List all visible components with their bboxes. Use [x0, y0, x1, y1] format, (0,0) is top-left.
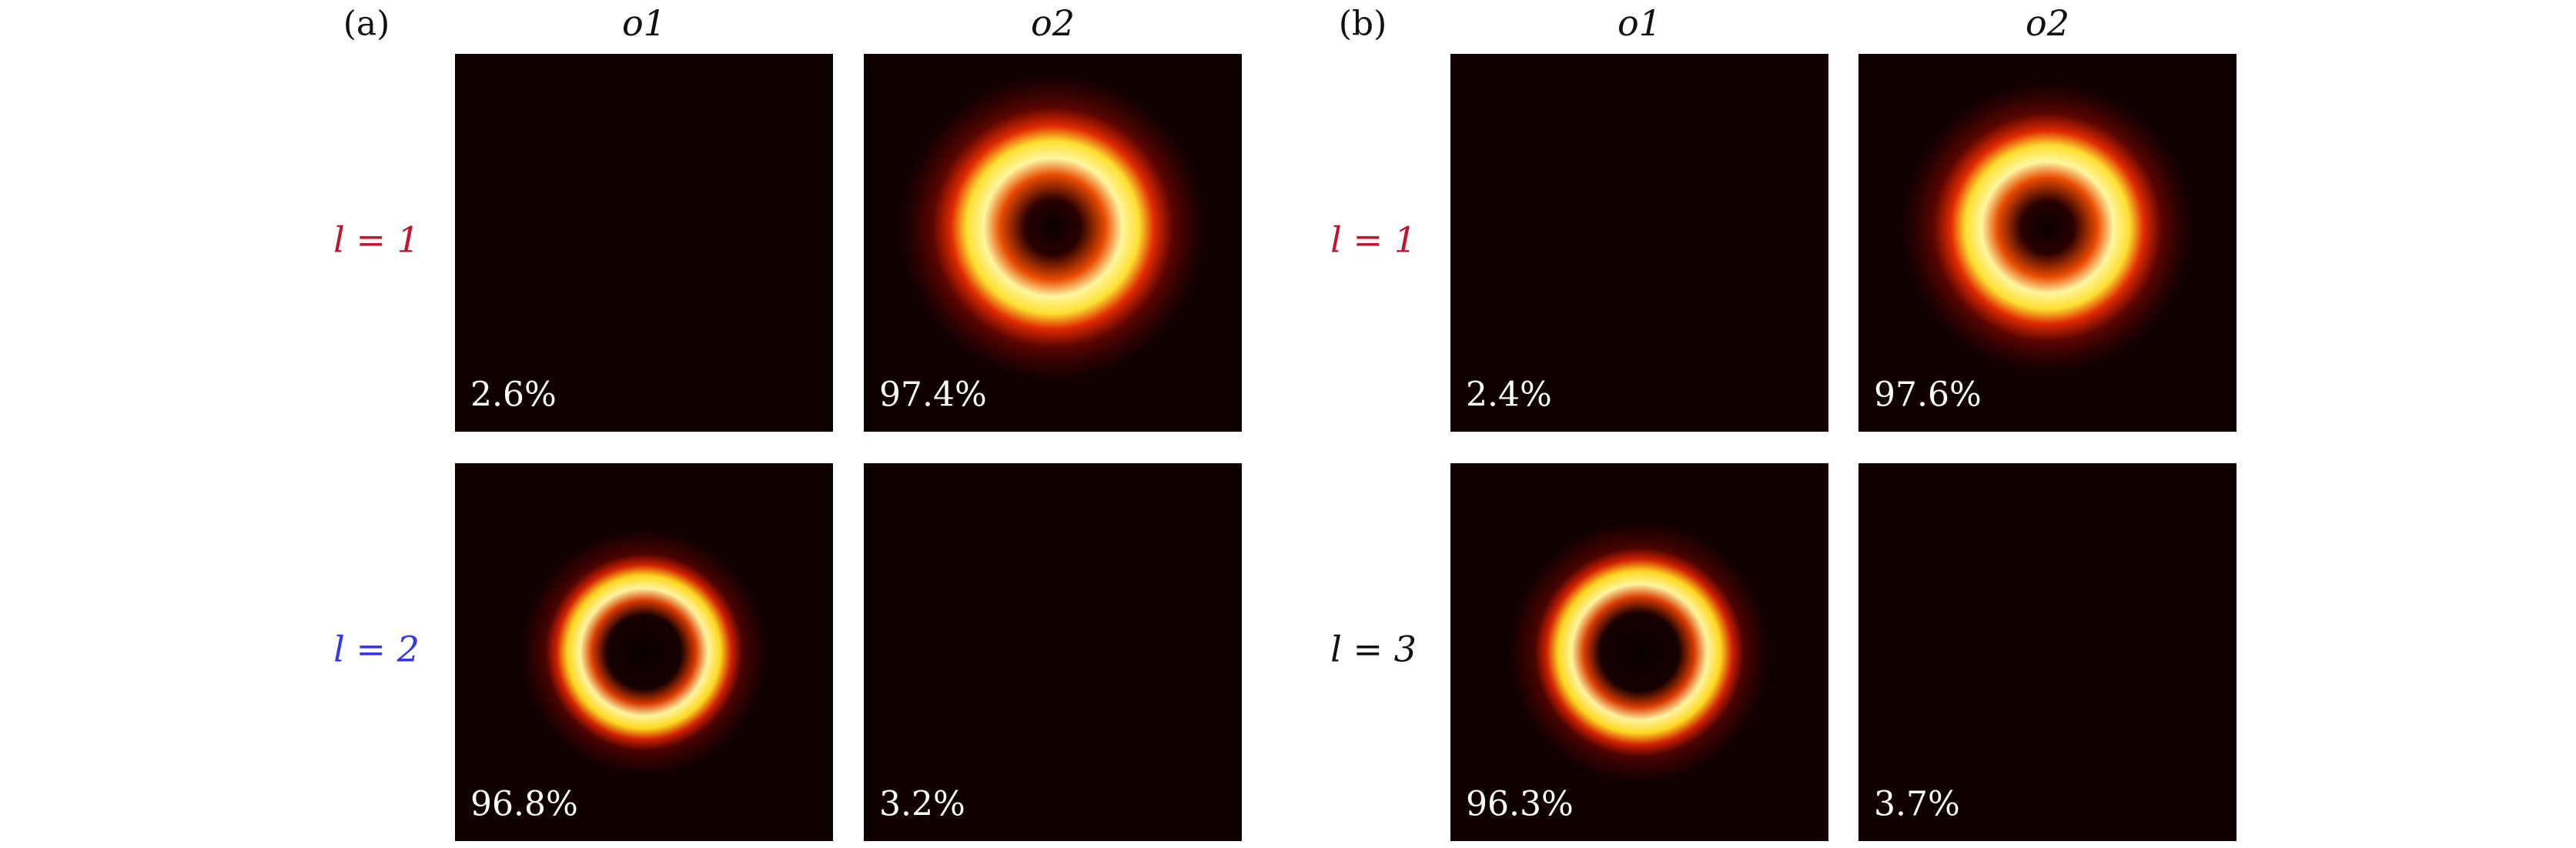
intensity-image: 96.8%: [455, 463, 833, 841]
efficiency-label: 97.6%: [1874, 376, 1982, 415]
efficiency-label: 3.2%: [879, 785, 965, 824]
image-background: [1858, 463, 2236, 841]
column-header: o1: [1618, 2, 1661, 44]
panel-label: (a): [343, 5, 390, 44]
row-label: l = 1: [1330, 219, 1417, 261]
efficiency-label: 96.8%: [470, 785, 578, 824]
intensity-image: 3.2%: [864, 463, 1242, 841]
beam-ring: [520, 529, 768, 776]
image-background: [455, 54, 833, 432]
beam-ring: [1508, 521, 1771, 783]
efficiency-label: 2.6%: [470, 376, 557, 415]
intensity-image: 2.4%: [1450, 54, 1828, 432]
efficiency-label: 97.4%: [879, 376, 987, 415]
column-header: o1: [622, 2, 666, 44]
intensity-image: 2.6%: [455, 54, 833, 432]
image-background: [1450, 54, 1828, 432]
efficiency-label: 2.4%: [1466, 376, 1552, 415]
column-header: o2: [1031, 2, 1075, 44]
row-label: l = 3: [1330, 629, 1417, 670]
efficiency-label: 3.7%: [1874, 785, 1960, 824]
image-background: [864, 463, 1242, 841]
intensity-image: 96.3%: [1450, 463, 1828, 841]
beam-ring: [898, 73, 1207, 382]
intensity-image: 97.6%: [1858, 54, 2236, 432]
column-header: o2: [2026, 2, 2069, 44]
row-label: l = 2: [333, 629, 420, 670]
efficiency-label: 96.3%: [1466, 785, 1574, 824]
intensity-image: 3.7%: [1858, 463, 2236, 841]
row-label: l = 1: [333, 219, 420, 261]
beam-ring: [1901, 81, 2194, 374]
panel-label: (b): [1339, 5, 1387, 44]
intensity-image: 97.4%: [864, 54, 1242, 432]
